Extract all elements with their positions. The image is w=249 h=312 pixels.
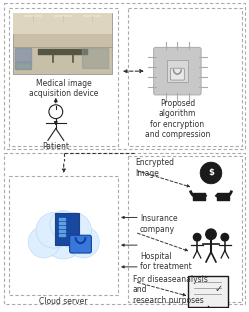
FancyBboxPatch shape [188,276,228,307]
Circle shape [50,211,77,238]
Text: Cloud server: Cloud server [39,296,88,305]
Circle shape [205,228,217,240]
Circle shape [56,212,91,248]
Text: Medical image
acquisition device: Medical image acquisition device [29,79,98,99]
Text: Proposed
algorithm
for encryption
and compression: Proposed algorithm for encryption and co… [145,99,210,139]
FancyBboxPatch shape [154,47,201,95]
Circle shape [68,226,99,258]
Text: $: $ [208,168,214,178]
FancyBboxPatch shape [167,60,188,82]
Circle shape [200,162,222,184]
FancyBboxPatch shape [13,13,112,34]
Circle shape [193,233,202,242]
FancyBboxPatch shape [13,13,112,74]
Text: Encrypted
Image: Encrypted Image [135,158,174,178]
Text: ✓: ✓ [215,284,223,294]
Circle shape [36,212,72,248]
FancyBboxPatch shape [171,68,184,80]
Text: Patient: Patient [42,142,69,151]
Circle shape [42,216,85,259]
Text: Hospital
for treatment: Hospital for treatment [140,252,191,271]
FancyBboxPatch shape [70,235,91,253]
Circle shape [28,226,60,258]
Text: Insurance
company: Insurance company [140,214,178,234]
Text: For diseaseanalysis
and
research purposes: For diseaseanalysis and research purpose… [133,275,208,305]
FancyBboxPatch shape [55,213,78,245]
Circle shape [220,233,229,242]
